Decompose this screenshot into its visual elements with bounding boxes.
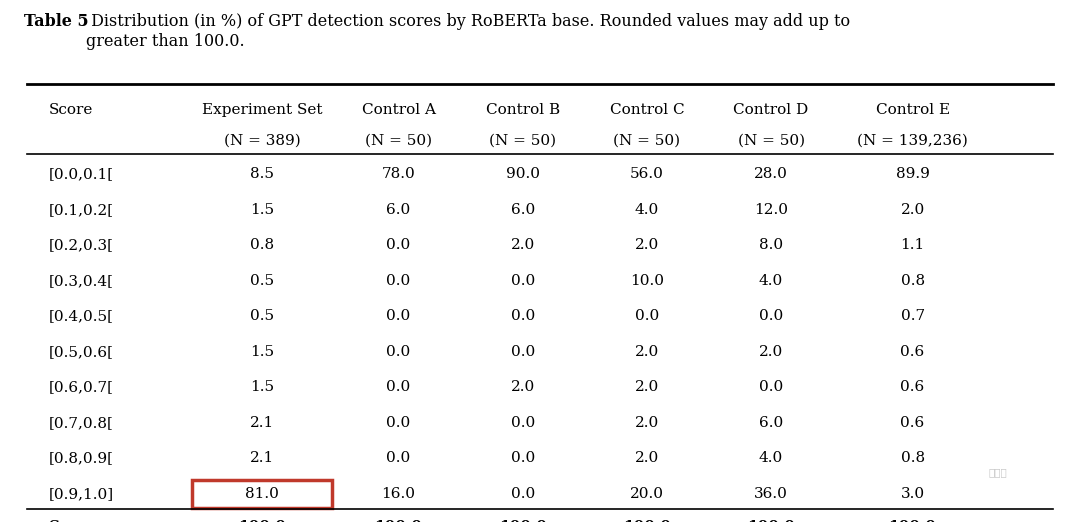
Text: 0.0: 0.0 — [511, 310, 535, 323]
Text: 0.7: 0.7 — [901, 310, 924, 323]
Text: 0.0: 0.0 — [511, 452, 535, 465]
Text: [0.0,0.1[: [0.0,0.1[ — [49, 168, 113, 181]
Text: 0.0: 0.0 — [387, 452, 410, 465]
Text: Score: Score — [49, 103, 93, 116]
Text: (N = 50): (N = 50) — [365, 134, 432, 148]
Text: 0.0: 0.0 — [387, 416, 410, 430]
Text: 36.0: 36.0 — [754, 487, 788, 501]
Text: 10.0: 10.0 — [630, 274, 664, 288]
Text: 2.1: 2.1 — [249, 416, 274, 430]
Text: 2.0: 2.0 — [901, 203, 924, 217]
Text: (N = 389): (N = 389) — [224, 134, 300, 148]
Text: 0.8: 0.8 — [249, 239, 274, 252]
Text: Control A: Control A — [362, 103, 435, 116]
Text: 0.8: 0.8 — [901, 452, 924, 465]
Text: 6.0: 6.0 — [387, 203, 410, 217]
Text: 2.0: 2.0 — [759, 345, 783, 359]
Text: Control D: Control D — [733, 103, 809, 116]
Text: [0.1,0.2[: [0.1,0.2[ — [49, 203, 113, 217]
Text: 100.0: 100.0 — [747, 520, 795, 522]
Text: 8.0: 8.0 — [759, 239, 783, 252]
Text: 3.0: 3.0 — [901, 487, 924, 501]
Text: 28.0: 28.0 — [754, 168, 788, 181]
Text: 2.0: 2.0 — [635, 416, 659, 430]
Text: [0.9,1.0]: [0.9,1.0] — [49, 487, 113, 501]
Text: 100.0: 100.0 — [499, 520, 546, 522]
Text: Control E: Control E — [876, 103, 949, 116]
Text: [0.6,0.7[: [0.6,0.7[ — [49, 381, 113, 394]
Text: [0.3,0.4[: [0.3,0.4[ — [49, 274, 113, 288]
Text: Control C: Control C — [609, 103, 685, 116]
Text: [0.4,0.5[: [0.4,0.5[ — [49, 310, 113, 323]
Text: 0.0: 0.0 — [511, 345, 535, 359]
Text: (N = 50): (N = 50) — [613, 134, 680, 148]
Text: 100.0: 100.0 — [238, 520, 286, 522]
Text: 4.0: 4.0 — [759, 274, 783, 288]
Text: 81.0: 81.0 — [245, 487, 279, 501]
Text: 0.0: 0.0 — [387, 239, 410, 252]
Text: 6.0: 6.0 — [759, 416, 783, 430]
Text: 0.8: 0.8 — [901, 274, 924, 288]
Text: Control B: Control B — [486, 103, 559, 116]
Text: 12.0: 12.0 — [754, 203, 788, 217]
Text: 0.0: 0.0 — [511, 274, 535, 288]
Text: 2.0: 2.0 — [511, 239, 535, 252]
Text: 1.5: 1.5 — [249, 381, 274, 394]
Text: 6.0: 6.0 — [511, 203, 535, 217]
Text: 100.0: 100.0 — [889, 520, 936, 522]
Text: 100.0: 100.0 — [623, 520, 671, 522]
Text: 量子位: 量子位 — [988, 467, 1007, 478]
Text: 0.0: 0.0 — [511, 487, 535, 501]
Text: 0.0: 0.0 — [759, 381, 783, 394]
Text: 0.0: 0.0 — [759, 310, 783, 323]
Text: 0.0: 0.0 — [387, 345, 410, 359]
Text: 100.0: 100.0 — [375, 520, 422, 522]
Text: 2.0: 2.0 — [635, 381, 659, 394]
Text: 78.0: 78.0 — [381, 168, 416, 181]
Text: 4.0: 4.0 — [635, 203, 659, 217]
Text: (N = 50): (N = 50) — [738, 134, 805, 148]
Text: 1.5: 1.5 — [249, 345, 274, 359]
Text: 2.0: 2.0 — [635, 452, 659, 465]
Text: 16.0: 16.0 — [381, 487, 416, 501]
Text: 0.0: 0.0 — [635, 310, 659, 323]
Text: 0.0: 0.0 — [387, 274, 410, 288]
Text: 2.0: 2.0 — [511, 381, 535, 394]
Text: 4.0: 4.0 — [759, 452, 783, 465]
Text: 8.5: 8.5 — [249, 168, 274, 181]
Text: Distribution (in %) of GPT detection scores by RoBERTa base. Rounded values may : Distribution (in %) of GPT detection sco… — [86, 13, 851, 50]
Text: 89.9: 89.9 — [895, 168, 930, 181]
Text: (N = 50): (N = 50) — [489, 134, 556, 148]
Text: 20.0: 20.0 — [630, 487, 664, 501]
Text: (N = 139,236): (N = 139,236) — [858, 134, 968, 148]
Text: 0.6: 0.6 — [901, 416, 924, 430]
Text: 0.6: 0.6 — [901, 381, 924, 394]
Text: 0.0: 0.0 — [387, 381, 410, 394]
Text: Table 5: Table 5 — [24, 13, 89, 30]
Text: 2.1: 2.1 — [249, 452, 274, 465]
Text: 2.0: 2.0 — [635, 345, 659, 359]
Text: [0.8,0.9[: [0.8,0.9[ — [49, 452, 113, 465]
Text: Sum: Sum — [49, 520, 87, 522]
Text: 1.5: 1.5 — [249, 203, 274, 217]
Text: [0.7,0.8[: [0.7,0.8[ — [49, 416, 113, 430]
Text: 2.0: 2.0 — [635, 239, 659, 252]
Text: [0.5,0.6[: [0.5,0.6[ — [49, 345, 113, 359]
Text: 0.5: 0.5 — [249, 310, 274, 323]
Text: [0.2,0.3[: [0.2,0.3[ — [49, 239, 113, 252]
Text: 0.0: 0.0 — [511, 416, 535, 430]
Text: 0.5: 0.5 — [249, 274, 274, 288]
Text: Experiment Set: Experiment Set — [202, 103, 322, 116]
Text: 1.1: 1.1 — [901, 239, 924, 252]
Text: 90.0: 90.0 — [505, 168, 540, 181]
Text: 0.6: 0.6 — [901, 345, 924, 359]
Text: 0.0: 0.0 — [387, 310, 410, 323]
Text: 56.0: 56.0 — [630, 168, 664, 181]
